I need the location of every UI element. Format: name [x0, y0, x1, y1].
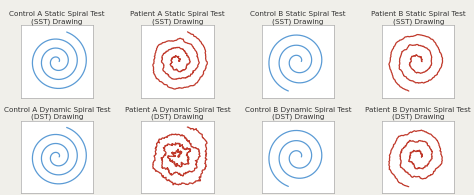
Title: Control B Dynamic Spiral Test
(DST) Drawing: Control B Dynamic Spiral Test (DST) Draw… [245, 107, 351, 120]
Title: Control A Dynamic Spiral Test
(DST) Drawing: Control A Dynamic Spiral Test (DST) Draw… [4, 107, 110, 120]
Title: Patient B Dynamic Spiral Test
(DST) Drawing: Patient B Dynamic Spiral Test (DST) Draw… [365, 107, 471, 120]
Title: Patient A Dynamic Spiral Test
(DST) Drawing: Patient A Dynamic Spiral Test (DST) Draw… [125, 107, 230, 120]
Title: Control B Static Spiral Test
(SST) Drawing: Control B Static Spiral Test (SST) Drawi… [250, 11, 346, 25]
Title: Patient B Static Spiral Test
(SST) Drawing: Patient B Static Spiral Test (SST) Drawi… [371, 11, 465, 25]
Title: Patient A Static Spiral Test
(SST) Drawing: Patient A Static Spiral Test (SST) Drawi… [130, 11, 225, 25]
Title: Control A Static Spiral Test
(SST) Drawing: Control A Static Spiral Test (SST) Drawi… [9, 11, 105, 25]
